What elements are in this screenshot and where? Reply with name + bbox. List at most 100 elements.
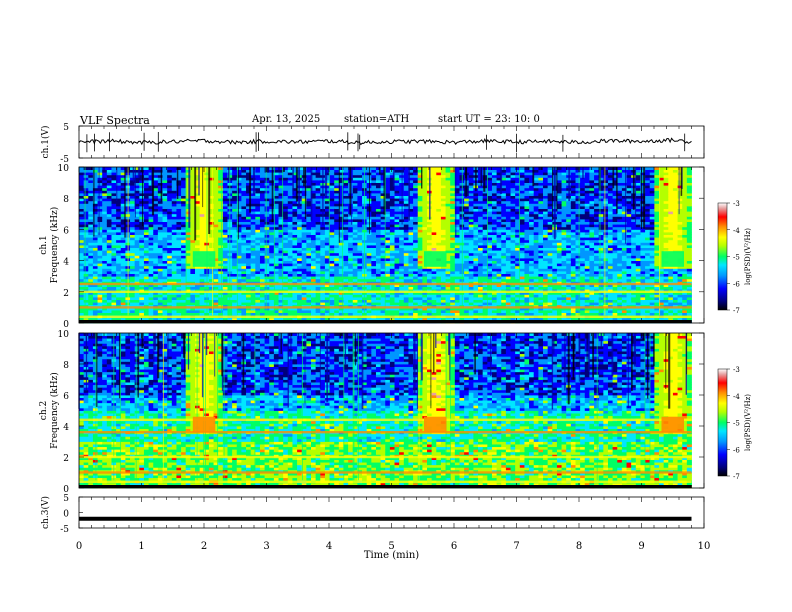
spectro-cell [306, 193, 312, 196]
spectro-cell [134, 268, 140, 272]
spectro-cell [250, 312, 256, 316]
spectro-cell [324, 317, 330, 321]
spectro-cell [250, 211, 256, 215]
spectro-cell [143, 224, 149, 228]
spectro-cell [199, 284, 205, 287]
spectro-cell [116, 317, 122, 321]
spectro-cell [445, 299, 451, 303]
spectro-cell [259, 229, 266, 233]
spectro-cell [375, 299, 382, 303]
spectro-cell [273, 172, 279, 176]
spectro-cell [283, 299, 289, 303]
spectro-cell [241, 284, 247, 287]
spectro-cell [83, 190, 89, 194]
spectro-cell [259, 278, 266, 282]
spectro-cell [283, 258, 289, 261]
spectro-cell [250, 206, 256, 209]
spectro-cell [292, 198, 298, 202]
spectro-cell [148, 317, 154, 321]
spectro-cell [371, 232, 377, 235]
spectro-cell [167, 229, 173, 233]
spectro-cell [143, 200, 149, 204]
spectro-cell [385, 291, 391, 295]
spectro-cell [246, 276, 252, 280]
spectro-cell [199, 302, 205, 306]
spectro-cell [259, 226, 266, 230]
spectro-cell [287, 211, 293, 215]
spectro-cell [130, 263, 136, 267]
spectro-cell [283, 278, 289, 282]
spectro-cell [431, 169, 437, 173]
spectro-cell [195, 278, 201, 282]
spectro-cell [464, 302, 470, 306]
spectro-cell [385, 193, 391, 196]
spectro-cell [218, 294, 224, 298]
spectro-cell [222, 297, 228, 300]
spectro-cell [273, 317, 279, 321]
spectro-cell [413, 284, 419, 287]
spectro-cell [440, 206, 446, 209]
spectro-cell [329, 229, 335, 233]
spectro-cell [445, 200, 451, 204]
spectro-cell [283, 211, 289, 215]
spectro-cell [116, 255, 122, 259]
spectro-cell [97, 297, 103, 300]
spectro-cell [241, 317, 247, 321]
spectro-cell [413, 193, 419, 196]
spectro-cell [408, 193, 414, 196]
spectro-cell [218, 174, 224, 178]
spectro-cell [171, 252, 177, 256]
spectro-cell [445, 206, 451, 209]
spectro-cell [255, 273, 261, 277]
spectro-cell [167, 273, 173, 277]
spectro-cell [357, 245, 363, 248]
spectro-cell [334, 273, 340, 277]
spectro-cell [222, 182, 228, 186]
spectro-cell [167, 278, 173, 282]
spectro-cell [450, 185, 456, 189]
spectro-cell [320, 299, 326, 303]
spectro-cell [241, 211, 247, 215]
spectro-cell [92, 216, 98, 220]
spectro-cell [218, 177, 224, 181]
spectro-cell [139, 299, 145, 303]
spectro-cell [413, 299, 419, 303]
spectro-cell [153, 195, 159, 199]
spectro-cell [167, 286, 173, 290]
spectro-cell [454, 242, 460, 246]
spectro-cell [157, 198, 163, 202]
spectro-cell [208, 247, 214, 251]
spectro-cell [417, 203, 423, 207]
spectro-cell [334, 239, 340, 243]
spectro-cell [445, 258, 451, 261]
spectro-cell [385, 234, 391, 238]
spectro-cell [176, 182, 182, 186]
spectro-cell [236, 260, 242, 264]
spectro-cell [440, 203, 446, 207]
spectro-cell [79, 263, 85, 267]
spectro-cell [352, 268, 358, 272]
spectro-cell [334, 224, 340, 228]
spectro-cell [385, 307, 391, 311]
spectro-cell [357, 232, 363, 235]
spectro-cell [292, 247, 298, 251]
spectro-cell [408, 255, 414, 259]
spectro-cell [171, 291, 177, 295]
spectro-cell [162, 182, 168, 186]
spectro-cell [218, 221, 224, 225]
spectro-cell [162, 167, 168, 170]
spectro-cell [92, 198, 98, 202]
spectro-cell [218, 206, 224, 209]
spectro-cell [324, 190, 330, 194]
spectro-cell [97, 299, 103, 303]
spectro-cell [422, 213, 428, 217]
spectro-cell [380, 224, 386, 228]
spectro-cell [440, 297, 446, 300]
spectro-cell [232, 294, 238, 298]
spectro-cell [83, 211, 89, 215]
spectro-cell [246, 185, 252, 189]
spectro-cell [413, 195, 419, 199]
spectro-cell [311, 174, 317, 178]
spectro-cell [301, 193, 307, 196]
spectro-cell [190, 216, 196, 220]
